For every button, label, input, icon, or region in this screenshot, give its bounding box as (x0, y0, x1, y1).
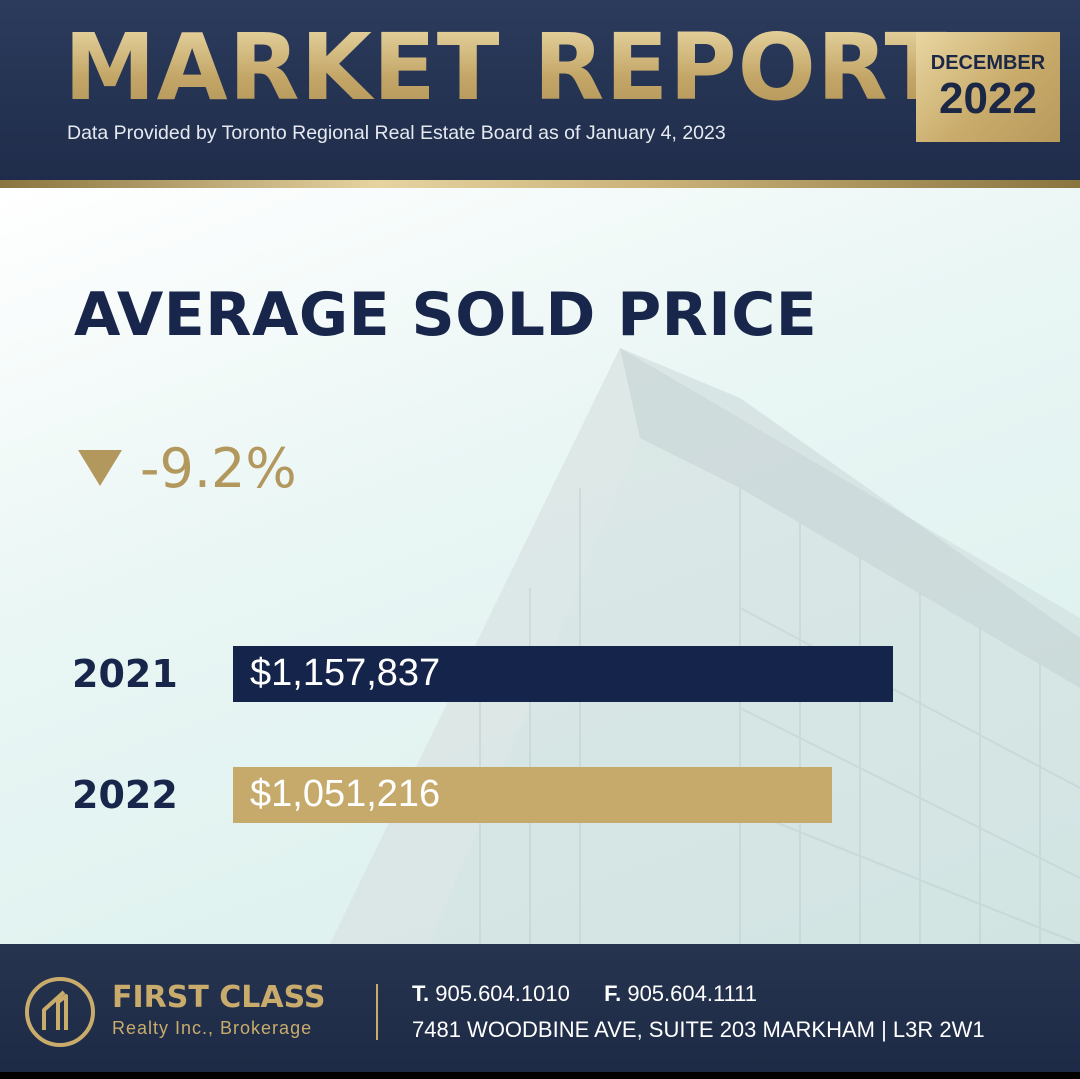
data-source-note: Data Provided by Toronto Regional Real E… (67, 122, 726, 144)
report-header: MARKET REPORT Data Provided by Toronto R… (0, 0, 1080, 184)
footer-divider (376, 984, 378, 1040)
bar-value-label-2021: $1,157,837 (250, 652, 441, 694)
bottom-strip (0, 1072, 1080, 1079)
bar-2022 (233, 767, 832, 823)
phone-label: T. (412, 981, 430, 1006)
office-address: 7481 WOODBINE AVE, SUITE 203 MARKHAM | L… (412, 1017, 985, 1042)
contact-line: T. 905.604.1010 F. 905.604.1111 (412, 981, 757, 1007)
fax-label: F. (604, 981, 622, 1006)
category-label-2022: 2022 (72, 773, 178, 817)
chart-title: AVERAGE SOLD PRICE (74, 280, 818, 350)
period-badge: DECEMBER 2022 (916, 32, 1060, 142)
phone-number[interactable]: 905.604.1010 (435, 981, 570, 1006)
report-title: MARKET REPORT (64, 14, 949, 121)
percent-change: -9.2% (140, 437, 297, 500)
bar-2021 (233, 646, 893, 702)
period-month: DECEMBER (930, 52, 1046, 74)
brand-subtitle: Realty Inc., Brokerage (112, 1018, 313, 1038)
bar-value-label-2022: $1,051,216 (250, 773, 441, 815)
brand-name: FIRST CLASS (112, 980, 326, 1015)
category-label-2021: 2021 (72, 652, 178, 696)
period-year: 2022 (939, 74, 1037, 123)
footer-bar (0, 944, 1080, 1079)
first-class-logo-icon (25, 977, 95, 1047)
triangle-down-icon (78, 450, 122, 486)
header-gold-rule (0, 180, 1080, 188)
fax-number: 905.604.1111 (627, 981, 758, 1006)
